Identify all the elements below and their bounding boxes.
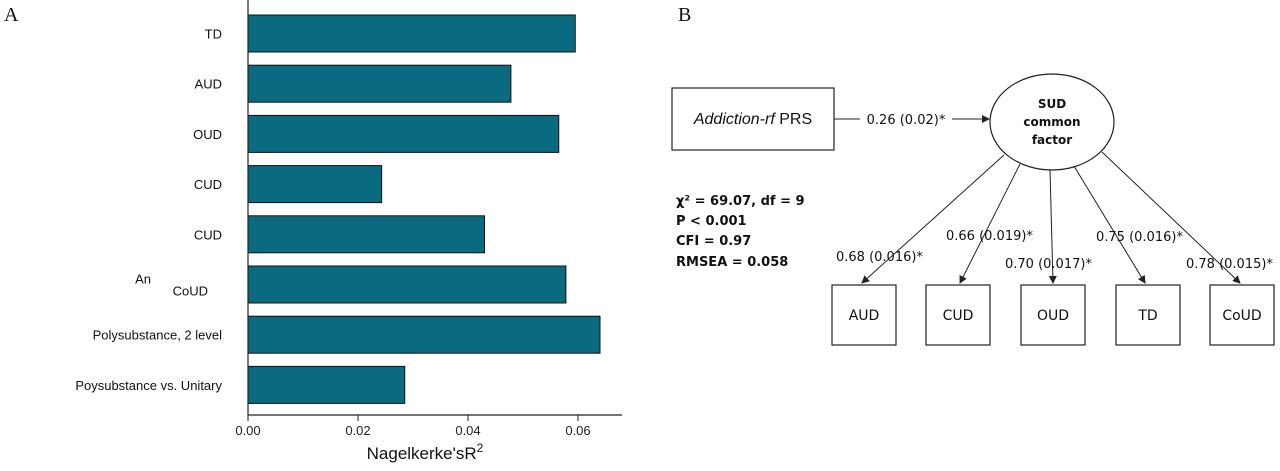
x-tick-label-1: 0.02 [345, 423, 370, 438]
factor-line-3: factor [1032, 133, 1072, 147]
bar-2 [247, 114, 560, 153]
panel-a-letter: A [4, 4, 19, 26]
loading-line-td [1073, 165, 1146, 284]
prs-box [671, 87, 835, 151]
category-label-3: CUD [194, 177, 222, 192]
indicator-label-aud: AUD [849, 308, 880, 324]
x-tick-label-2: 0.04 [455, 423, 480, 438]
prs-label: Addiction-rf PRS [693, 111, 812, 128]
indicator-label-coud: CoUD [1222, 308, 1261, 324]
loading-line-oud [1048, 169, 1057, 284]
x-tick-label-3: 0.06 [565, 423, 590, 438]
bar-6 [247, 315, 601, 354]
fit-p-value: P < 0.001 [676, 214, 747, 229]
bar-7 [247, 365, 406, 404]
loading-line-coud [1101, 151, 1241, 284]
loading-aud: 0.68 (0.016)* [836, 250, 923, 265]
x-axis-title: Nagelkerke'sR2 [367, 441, 484, 463]
category-label-5-line-1: CoUD [173, 284, 208, 299]
fit-cfi: CFI = 0.97 [676, 234, 751, 249]
indicator-box-td [1115, 284, 1181, 346]
bar-4 [247, 215, 485, 254]
bar-0 [247, 14, 576, 53]
indicator-label-cud: CUD [943, 308, 974, 324]
bar-chart: 0.00 0.02 0.04 0.06 TD AUD OUD CUD CUD An CoUD Pol… [75, 0, 622, 463]
category-label-0: TD [205, 27, 222, 42]
indicator-label-oud: OUD [1037, 308, 1069, 324]
bar-1 [247, 64, 512, 103]
category-label-1: AUD [195, 77, 222, 92]
category-label-4: CUD [194, 227, 222, 242]
factor-line-2: common [1023, 115, 1080, 129]
prs-path-coefficient: 0.26 (0.02)* [867, 113, 946, 128]
x-tick-label-0: 0.00 [235, 423, 260, 438]
loading-line-cud [959, 163, 1021, 284]
category-label-6: Polysubstance, 2 level [93, 328, 222, 343]
indicator-box-aud [831, 284, 897, 346]
x-ticks-layer: 0.00 0.02 0.04 0.06 [235, 415, 591, 438]
category-label-7: Poysubstance vs. Unitary [75, 378, 222, 393]
indicator-box-cud [925, 284, 991, 346]
bar-5 [247, 265, 567, 304]
loading-td: 0.75 (0.016)* [1096, 230, 1183, 245]
bars-layer [247, 14, 601, 404]
category-label-5-line-0: An [135, 272, 151, 287]
prs-label-italic: Addiction-rf [693, 111, 776, 128]
category-label-2: OUD [193, 127, 222, 142]
loading-line-aud [861, 154, 1005, 284]
x-axis-title-main: Nagelkerke'sR [367, 444, 477, 463]
factor-ellipse [989, 73, 1115, 171]
category-labels-layer: TD AUD OUD CUD CUD An CoUD Polysubstance, 2 lev… [75, 27, 222, 393]
x-axis-title-superscript: 2 [477, 441, 484, 455]
indicator-label-td: TD [1137, 308, 1157, 324]
prs-label-rest: PRS [775, 111, 812, 128]
factor-line-1: SUD [1038, 97, 1066, 111]
fit-chi-square: χ² = 69.07, df = 9 [676, 194, 805, 209]
fit-rmsea: RMSEA = 0.058 [676, 255, 788, 270]
indicator-box-oud [1020, 284, 1086, 346]
loading-coud: 0.78 (0.015)* [1186, 257, 1273, 272]
loading-oud: 0.70 (0.017)* [1005, 257, 1092, 272]
bar-3 [247, 165, 383, 204]
indicator-box-coud [1209, 284, 1275, 346]
panel-b-letter: B [678, 4, 692, 26]
loading-cud: 0.66 (0.019)* [946, 229, 1033, 244]
